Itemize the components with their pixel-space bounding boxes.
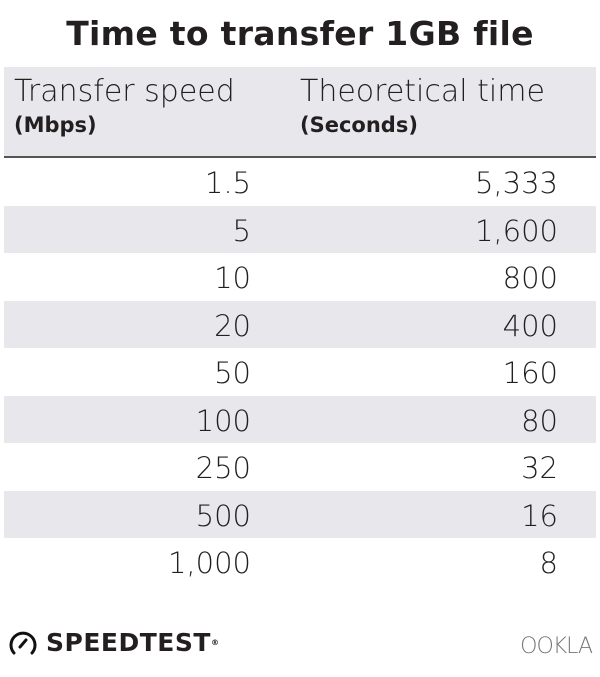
transfer-speed-cell: 10 <box>214 261 251 295</box>
table-row: 250 32 <box>4 443 596 491</box>
transfer-speed-cell: 1.5 <box>204 166 251 200</box>
transfer-speed-cell: 5 <box>232 213 251 248</box>
table-row: 50 160 <box>4 348 596 396</box>
header-theoretical-time: Theoretical time (Seconds) <box>300 74 545 138</box>
table-row: 20 400 <box>4 300 596 348</box>
theoretical-time-cell: 160 <box>502 356 558 390</box>
theoretical-time-cell: 80 <box>521 403 558 438</box>
theoretical-time-cell: 5,333 <box>474 166 558 200</box>
theoretical-time-cell: 16 <box>521 498 558 533</box>
header-transfer-speed: Transfer speed (Mbps) <box>14 74 235 138</box>
table-body: 1.5 5,333 5 1,600 10 800 20 400 50 160 100 80 250 32 5… <box>4 158 596 586</box>
table-row: 100 80 <box>4 395 596 443</box>
table-row: 1.5 5,333 <box>4 158 596 206</box>
transfer-speed-cell: 500 <box>195 498 251 533</box>
theoretical-time-cell: 32 <box>521 451 558 485</box>
theoretical-time-cell: 400 <box>502 308 558 343</box>
transfer-table: Transfer speed (Mbps) Theoretical time (… <box>4 67 596 586</box>
table-row: 500 16 <box>4 490 596 538</box>
footer: SPEEDTEST ® OOKLA <box>8 628 593 668</box>
table-row: 5 1,600 <box>4 205 596 253</box>
table-header: Transfer speed (Mbps) Theoretical time (… <box>4 67 596 158</box>
table-row: 1,000 8 <box>4 538 596 586</box>
transfer-speed-cell: 100 <box>195 403 251 438</box>
speedometer-icon <box>9 631 37 654</box>
chart-title: Time to transfer 1GB file <box>66 14 534 53</box>
theoretical-time-cell: 1,600 <box>474 213 558 248</box>
theoretical-time-cell: 800 <box>502 261 558 295</box>
table-row: 10 800 <box>4 253 596 301</box>
transfer-speed-cell: 250 <box>195 451 251 485</box>
ookla-logo: OOKLA <box>520 634 593 659</box>
speedtest-logo: SPEEDTEST ® <box>8 628 219 657</box>
transfer-speed-cell: 1,000 <box>167 546 251 580</box>
theoretical-time-cell: 8 <box>539 546 558 580</box>
transfer-speed-cell: 20 <box>214 308 251 343</box>
transfer-speed-cell: 50 <box>214 356 251 390</box>
